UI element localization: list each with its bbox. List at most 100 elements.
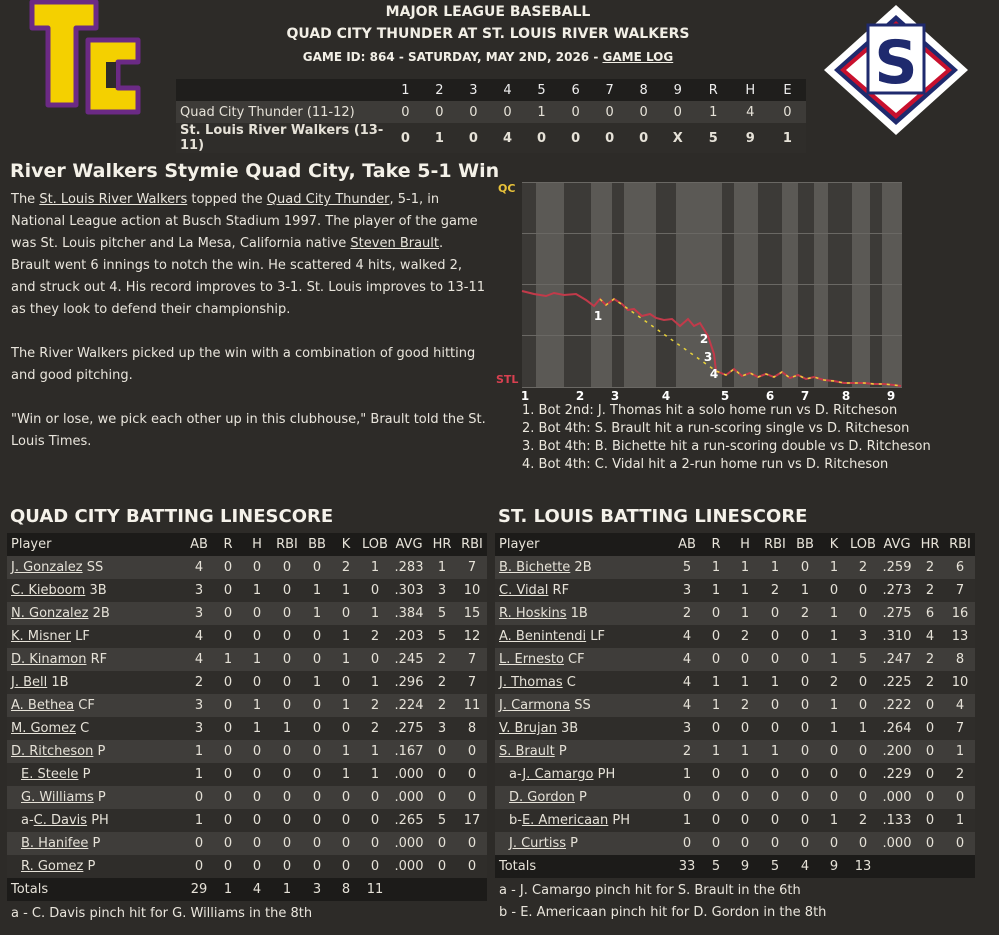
stat-cell: 0 — [301, 556, 333, 579]
player-name-link[interactable]: B. Hanifee — [21, 836, 89, 851]
player-name-link[interactable]: K. Misner — [11, 629, 71, 644]
batting-row: R. Hoskins 1B 2 0 1 0 2 1 0.275 6 16 — [495, 602, 975, 625]
line-score-table: 1 2 3 4 5 6 7 8 9 R H E Quad City Thunde… — [176, 79, 806, 153]
player-position: P — [88, 836, 101, 851]
away-team-link[interactable]: Quad City Thunder — [266, 192, 390, 207]
batting-header-cell: K — [333, 533, 359, 556]
stat-cell: 0 — [789, 740, 821, 763]
inning-label: 5 — [721, 389, 729, 400]
player-position: 3B — [85, 583, 107, 598]
batting-header-cell: K — [821, 533, 847, 556]
player-name-link[interactable]: N. Gonzalez — [11, 606, 89, 621]
y-label-away: QC — [498, 182, 515, 195]
qc-batting-table: Player AB R H RBI BB K LOB AVG HR RBI J. Gonzalez S… — [7, 533, 487, 901]
player-name-link[interactable]: C. Davis — [33, 813, 88, 828]
ls-header-cell: 4 — [490, 79, 525, 101]
player-name-link[interactable]: J. Gonzalez — [11, 560, 83, 575]
player-position: LF — [70, 629, 90, 644]
stat-cell: 2 — [427, 671, 457, 694]
stat-cell: 5 — [427, 602, 457, 625]
player-cell: a-J. Camargo PH — [495, 763, 671, 786]
stat-cell: 0 — [301, 763, 333, 786]
player-name-link[interactable]: J. Carmona — [499, 698, 571, 713]
stat-cell: 3 — [427, 717, 457, 740]
player-name-link[interactable]: D. Ritcheson — [11, 744, 94, 759]
stat-cell: 0 — [761, 809, 789, 832]
stat-cell: 1 — [703, 740, 729, 763]
stat-cell: 0 — [241, 625, 273, 648]
player-cell: B. Hanifee P — [7, 832, 183, 855]
player-name-link[interactable]: R. Hoskins — [499, 606, 567, 621]
stat-cell: 0 — [359, 579, 391, 602]
article-text: , 5-1, in National League action at Busc… — [11, 192, 478, 251]
totals-cell — [879, 855, 915, 878]
stat-cell: 0 — [761, 832, 789, 855]
player-name-link[interactable]: S. Brault — [499, 744, 555, 759]
stat-cell: 2 — [915, 648, 945, 671]
stat-cell: 0 — [761, 694, 789, 717]
player-name-link[interactable]: J. Bell — [11, 675, 48, 690]
player-name-link[interactable]: J. Camargo — [522, 767, 594, 782]
stat-cell: 0 — [427, 855, 457, 878]
player-name-link[interactable]: M. Gomez — [11, 721, 76, 736]
stat-cell: 2 — [671, 602, 703, 625]
player-name-link[interactable]: D. Kinamon — [11, 652, 87, 667]
stat-cell: 0 — [241, 602, 273, 625]
player-name-link[interactable]: R. Gomez — [21, 859, 84, 874]
away-team-logo[interactable] — [26, 0, 146, 118]
ls-team-name[interactable]: Quad City Thunder (11-12) — [176, 101, 389, 123]
stat-cell: 1 — [729, 602, 761, 625]
totals-cell: 3 — [301, 878, 333, 901]
game-log-link[interactable]: GAME LOG — [602, 50, 674, 64]
batting-header-cell: BB — [789, 533, 821, 556]
player-name-link[interactable]: A. Bethea — [11, 698, 75, 713]
player-name-link[interactable]: C. Vidal — [499, 583, 549, 598]
player-position: C — [562, 675, 576, 690]
player-position: P — [574, 790, 587, 805]
totals-cell: 11 — [359, 878, 391, 901]
stat-cell: 0 — [847, 694, 879, 717]
batting-header-cell: HR — [427, 533, 457, 556]
stat-cell: 1 — [821, 648, 847, 671]
stat-cell: 0 — [427, 763, 457, 786]
stat-cell: 2 — [945, 763, 975, 786]
stat-cell: 0 — [241, 786, 273, 809]
ls-cell: 0 — [660, 101, 695, 123]
player-name-link[interactable]: E. Steele — [21, 767, 79, 782]
player-name-link[interactable]: L. Ernesto — [499, 652, 564, 667]
ls-team-name[interactable]: St. Louis River Walkers (13-11) — [176, 123, 389, 153]
stat-cell: 1 — [333, 648, 359, 671]
player-name-link[interactable]: G. Williams — [21, 790, 94, 805]
player-position: P — [83, 859, 96, 874]
stat-cell: 0 — [457, 740, 487, 763]
player-name-link[interactable]: A. Benintendi — [499, 629, 587, 644]
win-probability-chart: QC STL 1 2 3 4 5 6 7 8 9 1 2 3 4 — [496, 182, 902, 400]
player-name-link[interactable]: C. Kieboom — [11, 583, 86, 598]
stat-cell: 0 — [273, 740, 301, 763]
stat-cell: 0 — [821, 763, 847, 786]
player-name-link[interactable]: J. Curtiss — [509, 836, 567, 851]
player-name-link[interactable]: B. Bichette — [499, 560, 571, 575]
home-team-logo[interactable]: S — [822, 3, 970, 137]
stat-cell: 0 — [915, 717, 945, 740]
player-name-link[interactable]: V. Brujan — [499, 721, 557, 736]
line-score-header: 1 2 3 4 5 6 7 8 9 R H E — [176, 79, 806, 101]
player-name-link[interactable]: E. Americaan — [521, 813, 609, 828]
ls-cell: 0 — [768, 101, 806, 123]
qc-footnote: a - C. Davis pinch hit for G. Williams i… — [11, 906, 313, 921]
player-sub-prefix: b- — [509, 813, 522, 828]
player-name-link[interactable]: D. Gordon — [509, 790, 575, 805]
stat-cell: 4 — [183, 556, 215, 579]
player-name-link[interactable]: J. Thomas — [499, 675, 563, 690]
article-text: topped the — [187, 192, 267, 207]
stat-cell: 2 — [821, 671, 847, 694]
batting-header-cell: AVG — [391, 533, 427, 556]
stat-cell: .303 — [391, 579, 427, 602]
home-team-link[interactable]: St. Louis River Walkers — [39, 192, 188, 207]
stl-footnote: b - E. Americaan pinch hit for D. Gordon… — [499, 905, 827, 920]
player-of-game-link[interactable]: Steven Brault — [350, 236, 440, 251]
stat-cell: 1 — [821, 717, 847, 740]
stat-cell: 6 — [915, 602, 945, 625]
ls-cell: X — [660, 123, 695, 153]
player-position: P — [93, 790, 106, 805]
